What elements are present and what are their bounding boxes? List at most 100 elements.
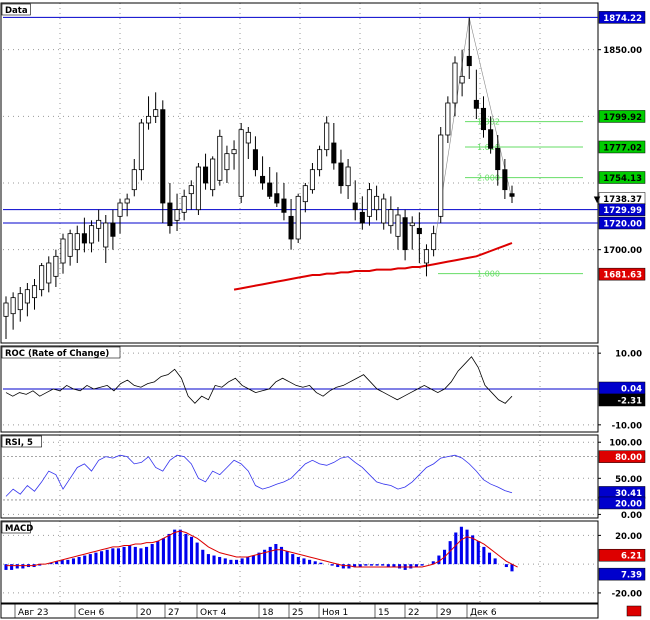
pane-title: ROC (Rate of Change) [5,349,109,359]
candle-body [295,195,301,240]
candle-body [174,209,180,221]
pane-title-box [1,435,42,448]
candle-body [331,142,337,164]
pane-title-box [1,346,121,359]
macd-signal-line [6,530,518,568]
x-axis-frame [0,603,599,619]
macd-tag-box [598,548,646,562]
x-axis-label: Сен 6 [78,608,105,618]
candle-body [131,169,137,191]
x-axis-label: 22 [408,608,419,618]
x-axis-label: Ноя 1 [322,608,348,618]
fib-level-label: 1.000 [477,270,500,279]
pane-title: RSI, 5 [5,438,33,448]
rsi-axis-label: 100.00 [609,439,642,449]
candle-body [366,189,373,217]
candle-body [67,233,73,257]
roc-axis-label: -10.00 [612,421,642,431]
roc-tag: 0.04 [621,385,642,395]
candle-body [245,131,251,144]
candle-body [431,233,437,251]
candle-body [203,166,209,184]
price-tag-box [598,140,646,154]
fib-level-label: 2.000 [477,174,500,183]
candle-body [274,193,280,204]
candle-body [181,195,187,213]
price-axis-label: 1700.00 [603,246,642,256]
candle-body [381,198,387,224]
rsi-tag-box [598,496,646,510]
candle-body [24,289,30,304]
candle-body [88,225,95,244]
x-axis-label: 18 [262,608,274,618]
rsi-tag: 30.41 [615,489,642,499]
candle-body [488,129,494,149]
candle-body [145,115,152,124]
candle-body [309,169,315,191]
pane-title: Data [5,6,28,16]
candle-body [153,109,159,117]
x-axis-label: Дек 6 [470,608,497,618]
price-axis-label: 1850.00 [603,46,642,56]
candle-body [317,149,323,171]
price-tag-box [598,267,646,281]
candle-body [252,149,258,171]
pane-title: MACD [5,524,33,534]
x-axis-label: Окт 4 [200,608,227,618]
rsi-line [5,454,513,497]
candle-body [31,285,38,299]
candle-body [167,202,173,227]
macd-tag-box [598,567,646,581]
candle-body [53,255,59,277]
macd-tag: 7.39 [621,571,642,581]
price-tag: 1874.22 [603,14,642,24]
candle-body [17,293,23,311]
candle-body [466,55,472,67]
candle-body [224,153,230,171]
price-tag-box [598,216,646,230]
x-axis-label: 25 [292,608,303,618]
price-tag-box [598,11,646,24]
candle-body [452,62,458,104]
candle-body [195,166,201,211]
candle-body [502,169,508,191]
candle-body [217,135,223,181]
price-tag: 1681.63 [603,271,642,281]
macd-tag: 6.21 [621,552,642,562]
candle-body [103,222,109,248]
candle-body [74,233,80,251]
x-axis-label: 20 [140,608,152,618]
candle-body [495,147,501,171]
rsi-axis-label: 50.00 [615,475,642,485]
candle-body [473,99,479,109]
candle-body [3,302,9,317]
x-axis-label: 27 [168,608,179,618]
price-tag-box [598,171,646,184]
candle-body [110,222,116,237]
candle-body [509,193,515,197]
candle-body [352,202,358,211]
x-axis-label: Авг 23 [18,608,49,618]
x-axis-label: 29 [440,608,452,618]
candle-body [374,195,380,211]
candle-body [10,297,16,315]
candle-body [423,249,430,264]
roc-line [5,356,513,404]
fib-level-label: 1.382 [477,118,500,127]
price-tag: 1799.92 [603,113,642,123]
price-tag: 1729.99 [603,206,642,216]
candle-body [60,238,66,264]
candle-body [338,162,344,187]
price-tag-box [598,203,646,216]
candle-body [445,102,451,136]
candle-body [46,262,52,284]
roc-axis-label: 10.00 [615,350,642,360]
candle-body [359,211,365,224]
candle-body [267,182,273,197]
candle-body [402,217,408,251]
candle-body [416,227,422,235]
candle-body [124,198,130,204]
candle-body [39,265,45,291]
